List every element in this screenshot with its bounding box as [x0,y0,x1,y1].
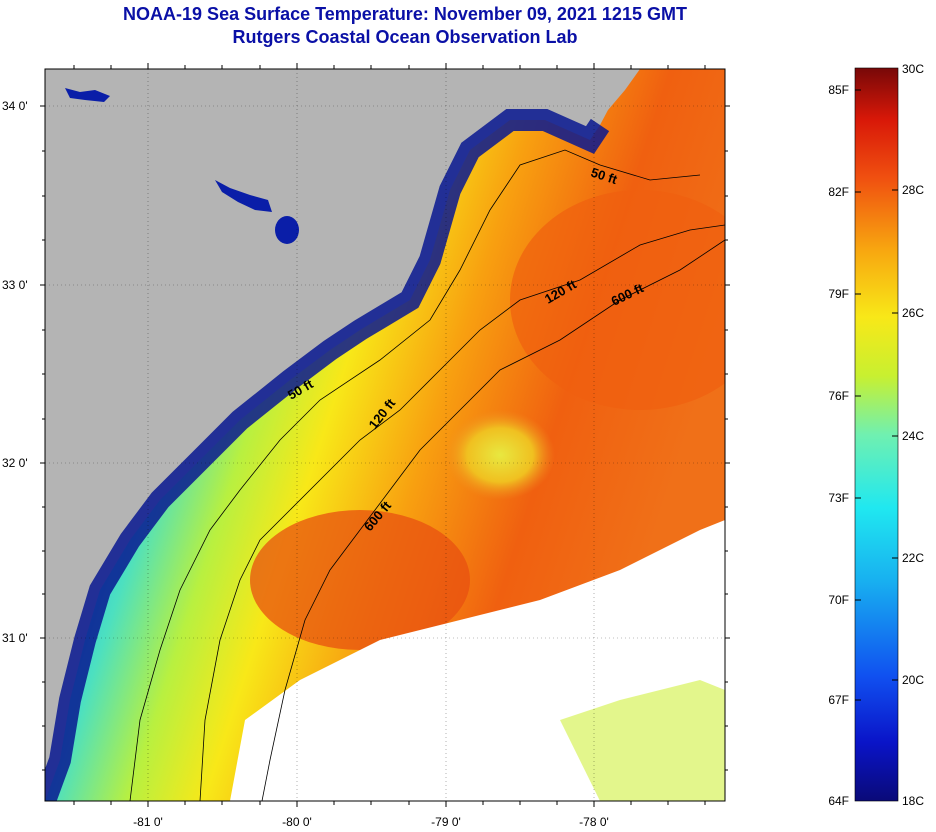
colorbar-c-label: 30C [902,62,924,76]
colorbar-f-label: 64F [828,794,849,808]
lon-label: -81 0' [133,815,163,829]
colorbar-c-label: 26C [902,306,924,320]
colorbar-f-label: 76F [828,389,849,403]
coastal-band [45,109,610,801]
colorbar-f-label: 67F [828,693,849,707]
map-subtitle: Rutgers Coastal Ocean Observation Lab [232,27,578,47]
sst-map: 34 0' 33 0' 32 0' 31 0' -81 0' -80 0' -7… [2,63,730,829]
cloud-patches [560,680,725,801]
colorbar-c-label: 18C [902,794,924,808]
contour-50ft [129,149,701,801]
colorbar-gradient [854,67,899,802]
map-frame [44,68,726,802]
lon-label: -79 0' [431,815,461,829]
colorbar-c-label: 28C [902,183,924,197]
lake-marion [215,180,272,212]
land-mass [45,69,640,801]
eddy [445,410,555,500]
colorbar-c-label: 20C [902,673,924,687]
contour-120ft [199,224,725,801]
colorbar-f-label: 85F [828,83,849,97]
colorbar-c-ticks [892,189,898,681]
lon-label: -80 0' [282,815,312,829]
lat-label: 34 0' [2,99,28,113]
lat-label: 33 0' [2,278,28,292]
colorbar-c-label: 24C [902,429,924,443]
colorbar-f-label: 73F [828,491,849,505]
lat-label: 31 0' [2,631,28,645]
colorbar-c-label: 22C [902,551,924,565]
colorbar-f-ticks [855,89,861,701]
lon-label: -78 0' [579,815,609,829]
lon-ticks [73,63,706,807]
colorbar-f-label: 82F [828,185,849,199]
lat-label: 32 0' [2,456,28,470]
graticule [45,69,725,801]
lake-moultrie [275,216,299,244]
lat-ticks [40,105,730,771]
warm-filament [510,190,725,410]
warm-plume [250,510,470,650]
map-title: NOAA-19 Sea Surface Temperature: Novembe… [123,4,687,24]
colorbar-f-label: 79F [828,287,849,301]
contour-600ft [261,239,725,801]
inland-water [65,88,110,102]
colorbar-f-label: 70F [828,593,849,607]
